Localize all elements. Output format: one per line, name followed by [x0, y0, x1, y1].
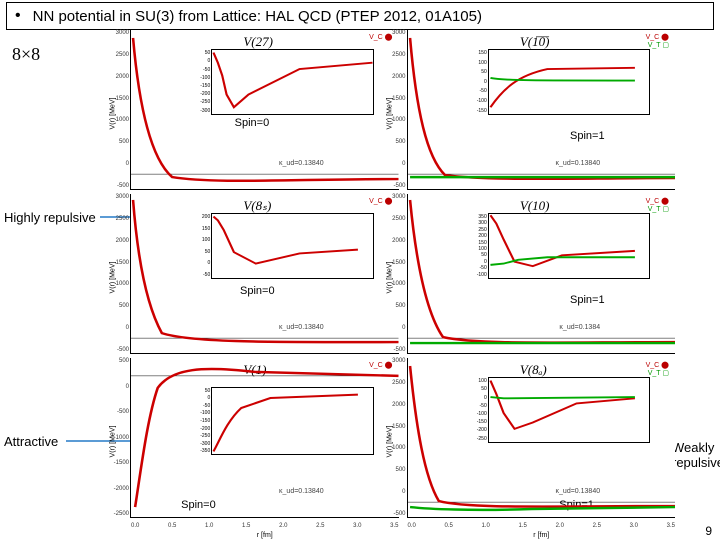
- panel-V1: 5000-500-1000-1500-2000-25000.00.51.01.5…: [130, 358, 399, 518]
- inset-plot: 350300250200150100500-50-100: [488, 213, 651, 279]
- panel-V10bar: 300025002000150010005000-5000.00.51.01.5…: [407, 30, 676, 190]
- charts-grid: 300025002000150010005000-5000.00.51.01.5…: [130, 30, 675, 518]
- inset-plot: 100500-50-100-150-200-250: [488, 377, 651, 443]
- inset-plot: 500-50-100-150-200-250-300: [211, 49, 374, 115]
- panel-V27: 300025002000150010005000-5000.00.51.01.5…: [130, 30, 399, 190]
- label-attractive: Attractive: [4, 434, 58, 449]
- panel-V10: 300025002000150010005000-5000.00.51.01.5…: [407, 194, 676, 354]
- page-number: 9: [705, 524, 712, 538]
- title-bar: • NN potential in SU(3) from Lattice: HA…: [6, 2, 714, 30]
- panel-V8s: 300025002000150010005000-5000.00.51.01.5…: [130, 194, 399, 354]
- inset-plot: 150100500-50-100-150: [488, 49, 651, 115]
- bullet: •: [15, 7, 21, 25]
- page-title: NN potential in SU(3) from Lattice: HAL …: [33, 8, 482, 25]
- inset-plot: 500-50-100-150-200-250-300-350: [211, 387, 374, 456]
- lattice-size: 8×8: [12, 44, 40, 65]
- label-weakly-repulsive: Weakly repulsive: [672, 440, 720, 470]
- inset-plot: 200150100500-50: [211, 213, 374, 279]
- panel-V8a: 300025002000150010005000-5000.00.51.01.5…: [407, 358, 676, 518]
- label-highly-repulsive: Highly repulsive: [4, 210, 96, 225]
